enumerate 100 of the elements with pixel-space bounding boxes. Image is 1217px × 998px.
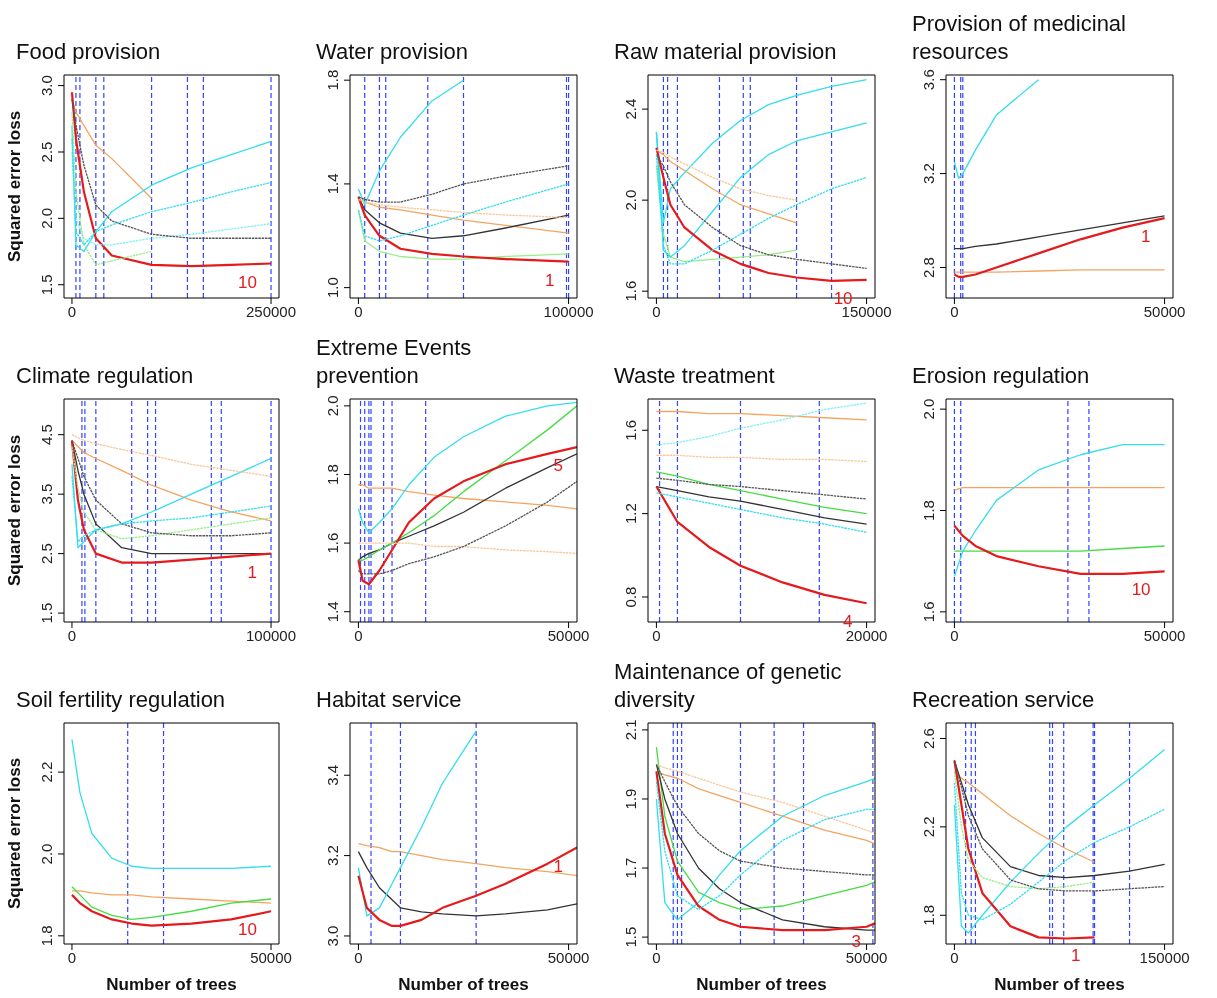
line-series [655,485,868,605]
y-tick-label: 1.2 [622,503,639,525]
y-tick-label: 1.5 [38,602,55,624]
text: 1 [1071,946,1081,966]
y-tick-label: 3.6 [920,69,937,91]
line-series [71,111,153,266]
y-tick-label: 1.8 [920,500,937,521]
y-axis-title: Squared error loss [5,110,25,263]
y-tick-label: 2.2 [38,761,55,783]
y-tick-label: 1.5 [622,926,639,948]
x-tick-label: 50000 [547,626,590,644]
line-series [357,198,570,219]
x-tick-label: 0 [950,948,959,966]
line-series [655,746,875,911]
x-tick-label: 50000 [1143,302,1186,320]
x-tick-label: 50000 [250,948,292,966]
y-tick-label: 2.1 [622,719,639,741]
line-series [71,886,272,921]
y-tick-label: 1.5 [38,274,55,296]
line-series [357,401,577,534]
line-series [357,484,577,510]
y-tick-label: 1.7 [622,857,639,879]
x-axis-title: Number of trees [696,975,827,994]
line-series [357,165,570,203]
y-tick-label: 1.8 [324,69,341,91]
chart-title: Extreme Events prevention [316,334,473,390]
x-tick-label: 0 [67,626,77,644]
chart-title: Maintenance of genetic diversity [614,658,843,714]
chart-title: Soil fertility regulation [16,686,227,714]
annotation: 1 [545,270,555,290]
x-tick-label: 0 [67,948,77,966]
line-series [953,524,1166,575]
x-tick-label: 0 [67,302,77,320]
line-series [655,402,868,446]
chart-title: Recreation service [912,686,1096,714]
y-tick-label: 1.6 [622,280,639,302]
y-tick-label: 2.5 [38,141,55,163]
line-series [655,471,868,515]
x-axis-title: Number of trees [398,975,529,994]
y-tick-label: 1.8 [920,904,937,926]
line-series [71,439,272,522]
annotation: 10 [238,920,258,940]
line-series [357,730,477,917]
line-series [953,443,1166,578]
y-tick-label: 1.4 [324,173,341,195]
x-tick-label: 0 [652,626,661,644]
y-axis-title: Squared error loss [5,434,25,587]
line-series [71,98,272,239]
y-tick-label: 2.0 [38,207,55,229]
chart-title: Food provision [16,38,162,66]
y-tick-label: 2.0 [920,398,937,420]
line-series [357,846,577,928]
x-tick-label: 0 [950,302,959,320]
chart-title: Water provision [316,38,469,66]
line-series [655,492,868,534]
line-series [357,195,570,263]
x-axis-title: Number of trees [994,975,1125,994]
y-tick-label: 1.8 [324,464,341,485]
x-tick-label: 20000 [845,626,888,644]
y-tick-label: 3.5 [38,483,55,505]
y-tick-label: 2.6 [920,728,937,749]
x-tick-label: 100000 [246,626,297,644]
line-series [71,738,272,869]
y-tick-label: 1.6 [920,601,937,623]
line-series [357,850,577,917]
line-series [655,477,868,500]
x-tick-label: 100000 [543,302,594,320]
y-axis-title: Squared error loss [5,757,25,910]
line-series [357,453,577,561]
y-tick-label: 1.6 [622,419,639,441]
annotation: 1 [247,562,258,582]
y-tick-label: 3.2 [920,163,937,185]
y-tick-label: 3.4 [324,764,341,786]
x-tick-label: 0 [652,948,661,966]
line-series [655,165,798,263]
y-tick-label: 2.0 [622,189,639,211]
line-series [71,457,272,549]
chart-title: Provision of medicinal resources [912,10,1127,66]
y-tick-label: 3.0 [324,925,341,947]
x-tick-label: 0 [652,302,661,320]
line-series [357,542,577,555]
annotation: 10 [238,272,258,292]
x-tick-label: 50000 [1143,626,1186,644]
line-series [953,215,1166,250]
x-axis-title: Number of trees [106,975,237,994]
chart-title: Habitat service [316,686,463,714]
line-series [357,842,577,877]
line-series [70,91,273,268]
x-tick-label: 0 [354,302,363,320]
line-series [357,445,577,586]
line-series [357,405,577,561]
annotation: 10 [1131,580,1151,600]
chart-title: Erosion regulation [912,362,1091,390]
y-tick-label: 2.4 [622,98,639,120]
y-tick-label: 2.0 [324,395,341,417]
y-tick-label: 3.0 [38,75,55,97]
line-series [357,79,465,206]
line-series [953,748,1166,934]
chart-title: Climate regulation [16,362,195,390]
line-series [953,217,1166,278]
